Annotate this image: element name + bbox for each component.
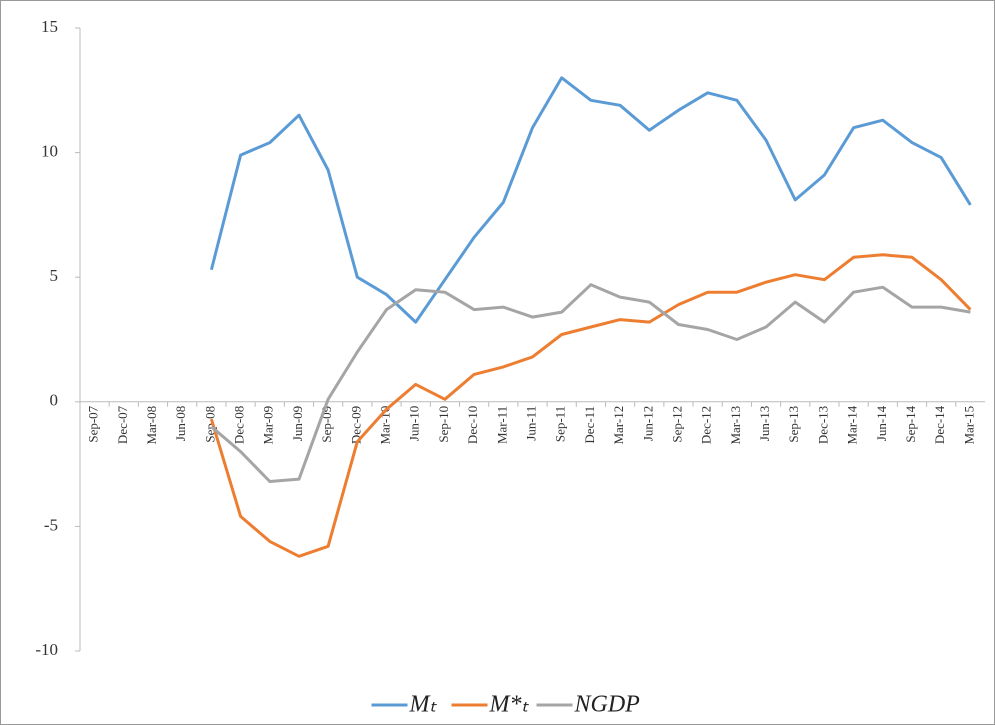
x-tick-label: Mar-08 (144, 406, 159, 445)
x-tick-label: Jun-13 (757, 406, 772, 441)
y-tick-label: 0 (50, 391, 59, 410)
x-tick-label: Dec-12 (699, 406, 714, 444)
series-line (209, 253, 972, 558)
x-tick-label: Sep-11 (553, 406, 568, 442)
y-tick-label: 5 (50, 266, 59, 285)
x-tick-label: Jun-14 (874, 405, 889, 441)
y-tick-label: 15 (41, 17, 58, 36)
x-tick-label: Dec-08 (232, 406, 247, 444)
x-tick-label: Jun-10 (407, 406, 422, 441)
legend-label: Mₜ (409, 692, 438, 718)
x-tick-label: Mar-14 (845, 405, 860, 444)
legend-label: M*ₜ (489, 692, 530, 718)
x-tick-label: Dec-14 (932, 405, 947, 444)
x-tick-label: Mar-11 (494, 406, 509, 444)
x-tick-label: Sep-12 (669, 406, 684, 443)
x-tick-label: Mar-13 (728, 406, 743, 445)
series-line (210, 283, 971, 483)
x-tick-label: Sep-14 (903, 405, 918, 442)
x-tick-label: Jun-11 (523, 406, 538, 441)
x-tick-label: Sep-08 (202, 406, 217, 443)
x-tick-label: Dec-11 (582, 406, 597, 444)
x-tick-label: Mar-15 (961, 406, 976, 445)
x-tick-label: Dec-13 (815, 406, 830, 444)
x-tick-label: Dec-07 (115, 405, 130, 444)
series-line (209, 76, 972, 324)
x-tick-label: Mar-12 (611, 406, 626, 445)
x-tick-label: Jun-12 (640, 406, 655, 441)
x-tick-label: Sep-10 (436, 406, 451, 443)
y-tick-label: 10 (41, 142, 58, 161)
legend-label: NGDP (574, 692, 641, 718)
x-tick-label: Jun-08 (173, 406, 188, 441)
x-tick-label: Dec-09 (348, 406, 363, 444)
y-tick-label: -5 (44, 515, 58, 534)
x-tick-label: Mar-09 (261, 406, 276, 445)
x-tick-label: Jun-09 (290, 406, 305, 441)
x-tick-label: Dec-10 (465, 406, 480, 444)
x-tick-label: Sep-13 (786, 406, 801, 443)
x-tick-label: Sep-09 (319, 406, 334, 443)
y-tick-label: -10 (35, 640, 58, 659)
x-tick-label: Sep-07 (86, 405, 101, 442)
